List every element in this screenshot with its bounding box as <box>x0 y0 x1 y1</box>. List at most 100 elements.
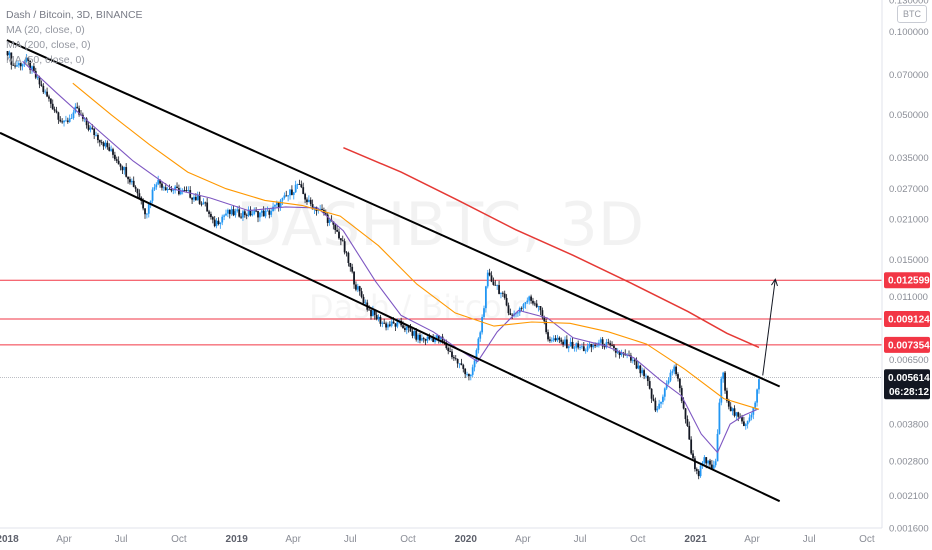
candle[interactable] <box>258 212 261 222</box>
candle[interactable] <box>520 306 523 312</box>
candle[interactable] <box>746 420 749 429</box>
candle[interactable] <box>115 156 118 164</box>
candle[interactable] <box>462 363 465 373</box>
candle[interactable] <box>375 311 378 321</box>
candle[interactable] <box>279 198 282 211</box>
candle[interactable] <box>183 186 186 192</box>
candle[interactable] <box>377 314 380 322</box>
candle[interactable] <box>532 297 534 306</box>
candle[interactable] <box>153 183 156 191</box>
candle[interactable] <box>603 343 606 350</box>
candle[interactable] <box>213 216 216 228</box>
candle[interactable] <box>750 412 753 421</box>
candle[interactable] <box>582 342 585 352</box>
candle[interactable] <box>208 209 210 218</box>
candle[interactable] <box>451 348 453 360</box>
candle[interactable] <box>193 194 195 202</box>
candle[interactable] <box>550 337 553 343</box>
candle[interactable] <box>656 406 659 413</box>
candle[interactable] <box>200 201 203 207</box>
candle[interactable] <box>481 314 484 335</box>
candle[interactable] <box>49 98 52 109</box>
candle[interactable] <box>492 277 495 286</box>
candle[interactable] <box>483 305 485 320</box>
candle[interactable] <box>210 211 212 220</box>
candle[interactable] <box>680 385 683 404</box>
candle[interactable] <box>247 206 250 218</box>
candle[interactable] <box>162 185 165 191</box>
candle[interactable] <box>172 188 175 195</box>
candle[interactable] <box>581 343 583 349</box>
candle[interactable] <box>151 187 154 204</box>
candle[interactable] <box>641 367 644 376</box>
candle[interactable] <box>501 291 504 297</box>
candle[interactable] <box>48 94 50 102</box>
candle[interactable] <box>669 369 672 383</box>
candle[interactable] <box>243 209 246 218</box>
candle[interactable] <box>629 352 632 363</box>
candle[interactable] <box>509 308 512 316</box>
candle[interactable] <box>215 218 218 229</box>
candle[interactable] <box>658 399 661 410</box>
candle[interactable] <box>468 373 470 381</box>
candle[interactable] <box>590 343 593 353</box>
candle[interactable] <box>458 363 461 369</box>
candle[interactable] <box>245 213 248 220</box>
candle[interactable] <box>300 180 303 189</box>
candle[interactable] <box>161 181 163 191</box>
candle[interactable] <box>277 201 280 212</box>
level-price-tag[interactable]: 0.009124 <box>884 310 930 327</box>
candle[interactable] <box>262 206 265 217</box>
candle[interactable] <box>134 185 137 192</box>
candle[interactable] <box>729 402 732 412</box>
candle[interactable] <box>709 458 711 468</box>
candle[interactable] <box>535 299 538 309</box>
candle[interactable] <box>326 213 329 227</box>
candle[interactable] <box>296 183 299 190</box>
candle[interactable] <box>85 117 88 129</box>
candle[interactable] <box>477 337 480 354</box>
candle[interactable] <box>718 398 721 435</box>
candle[interactable] <box>631 357 634 364</box>
candle[interactable] <box>25 53 28 63</box>
candle[interactable] <box>526 297 529 304</box>
candle[interactable] <box>498 280 500 295</box>
candle[interactable] <box>648 377 651 390</box>
candle[interactable] <box>29 60 32 74</box>
candle[interactable] <box>170 185 173 193</box>
candle[interactable] <box>98 139 101 147</box>
candle[interactable] <box>533 301 536 307</box>
candle[interactable] <box>710 459 713 469</box>
candle[interactable] <box>72 109 75 120</box>
candle[interactable] <box>422 336 425 343</box>
candle[interactable] <box>596 342 598 348</box>
candle[interactable] <box>110 145 113 152</box>
candle[interactable] <box>556 334 559 343</box>
candle[interactable] <box>102 141 105 150</box>
candle[interactable] <box>281 197 284 205</box>
candle[interactable] <box>611 341 613 347</box>
candle[interactable] <box>409 324 412 332</box>
candle[interactable] <box>558 336 561 344</box>
candle[interactable] <box>592 342 595 350</box>
candle[interactable] <box>677 372 679 382</box>
candle[interactable] <box>272 202 274 212</box>
candle[interactable] <box>663 387 666 401</box>
candle[interactable] <box>460 358 463 366</box>
candle[interactable] <box>251 210 254 217</box>
candle[interactable] <box>541 307 544 320</box>
candle[interactable] <box>694 456 696 472</box>
time-axis[interactable]: 2018 Apr Jul Oct 2019 Apr Jul Oct 2020 Apr Jul Oct 2… <box>0 534 875 545</box>
candle[interactable] <box>639 364 642 378</box>
candle[interactable] <box>121 165 124 175</box>
candle[interactable] <box>198 191 201 205</box>
candle[interactable] <box>537 305 540 312</box>
candle[interactable] <box>223 213 226 221</box>
candle[interactable] <box>517 311 519 317</box>
candle[interactable] <box>10 52 13 70</box>
candle[interactable] <box>166 186 169 193</box>
candle[interactable] <box>456 358 459 368</box>
candle[interactable] <box>353 271 355 289</box>
candle[interactable] <box>294 180 297 193</box>
candle[interactable] <box>97 133 99 144</box>
